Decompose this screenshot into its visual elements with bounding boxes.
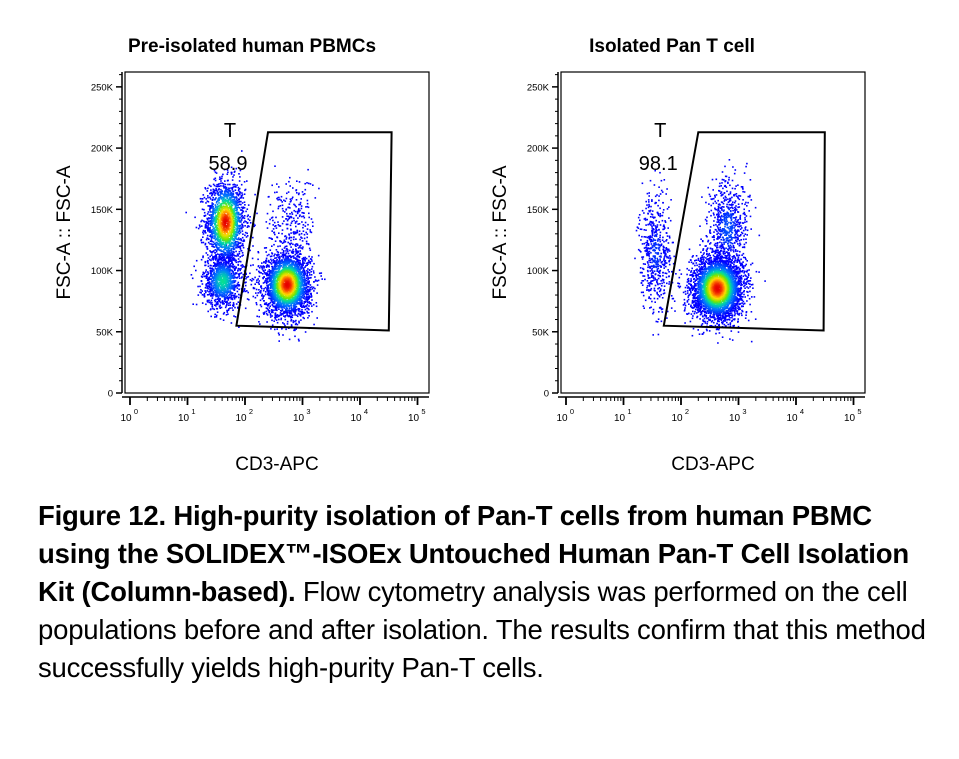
y-tick-label: 50K <box>532 327 550 338</box>
figure-caption: Figure 12. High-purity isolation of Pan-… <box>38 497 928 687</box>
x-tick-label: 10 <box>614 413 626 424</box>
gate-name: T <box>224 120 236 142</box>
x-tick-label: 10 <box>293 413 305 424</box>
plot-frame <box>560 71 866 394</box>
gate-polygon <box>235 131 393 332</box>
caption-text: Flow cytometry analysis was performed on… <box>38 576 926 683</box>
x-tick-label: 10 <box>408 413 420 424</box>
x-tick-label: 10 <box>235 413 247 424</box>
panel-title: Pre-isolated human PBMCs <box>127 36 377 57</box>
x-tick-exponent: 5 <box>421 407 425 416</box>
y-tick-label: 150K <box>91 205 114 216</box>
x-tick-exponent: 0 <box>570 407 574 416</box>
x-tick-label: 10 <box>729 413 741 424</box>
y-tick-label: 50K <box>96 327 114 338</box>
gate-percent: 98.1 <box>639 153 678 175</box>
y-tick-label: 100K <box>91 266 114 277</box>
x-axis-label: CD3-APC <box>235 454 318 475</box>
x-tick-label: 10 <box>120 413 132 424</box>
x-tick-exponent: 2 <box>249 407 253 416</box>
plot-frame <box>124 71 430 394</box>
x-tick-label: 10 <box>556 413 568 424</box>
x-tick-exponent: 1 <box>191 407 195 416</box>
y-axis-label: FSC-A :: FSC-A <box>54 165 75 299</box>
y-tick-label: 250K <box>91 82 114 93</box>
scatter-plot-pre-isolated: FSC-A :: FSC-ACD3-APC050K100K150K200K250… <box>54 71 430 475</box>
y-axis-label: FSC-A :: FSC-A <box>490 165 511 299</box>
gate-percent: 58.9 <box>209 153 248 175</box>
y-tick-label: 0 <box>108 389 113 400</box>
x-tick-exponent: 2 <box>685 407 689 416</box>
y-tick-label: 250K <box>527 82 550 93</box>
y-tick-label: 150K <box>527 205 550 216</box>
y-tick-label: 0 <box>544 389 549 400</box>
x-tick-label: 10 <box>786 413 798 424</box>
panel-title: Isolated Pan T cell <box>589 36 755 57</box>
caption-bold: Figure 12. High-purity isolation of Pan-… <box>38 500 909 607</box>
x-tick-exponent: 4 <box>800 407 804 416</box>
scatter-points <box>185 150 326 342</box>
scatter-points <box>634 159 766 344</box>
x-tick-label: 10 <box>350 413 362 424</box>
y-tick-label: 100K <box>527 266 550 277</box>
gate-polygon <box>662 131 826 332</box>
x-tick-exponent: 4 <box>364 407 368 416</box>
x-tick-label: 10 <box>844 413 856 424</box>
x-tick-label: 10 <box>671 413 683 424</box>
x-tick-exponent: 1 <box>627 407 631 416</box>
x-tick-label: 10 <box>178 413 190 424</box>
gate-name: T <box>654 120 666 142</box>
scatter-plot-isolated: FSC-A :: FSC-ACD3-APC050K100K150K200K250… <box>490 71 866 475</box>
x-tick-exponent: 3 <box>306 407 310 416</box>
x-tick-exponent: 5 <box>857 407 861 416</box>
x-tick-exponent: 3 <box>742 407 746 416</box>
x-tick-exponent: 0 <box>134 407 138 416</box>
y-tick-label: 200K <box>527 144 550 155</box>
y-tick-label: 200K <box>91 144 114 155</box>
x-axis-label: CD3-APC <box>671 454 754 475</box>
